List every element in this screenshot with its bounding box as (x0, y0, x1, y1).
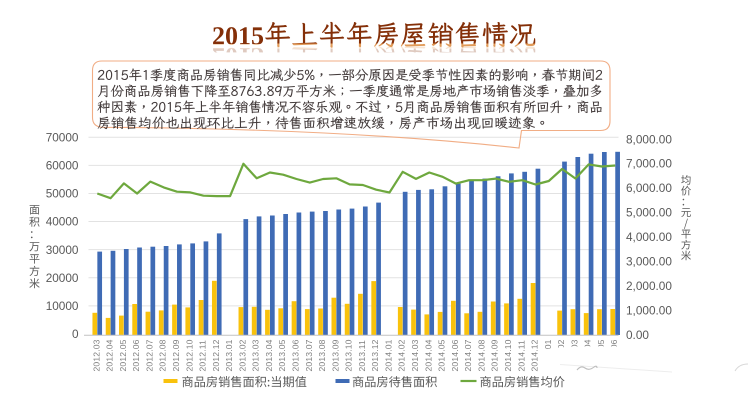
svg-text:2012.07: 2012.07 (144, 339, 154, 371)
svg-text:20000: 20000 (46, 271, 79, 285)
svg-text:2012.05: 2012.05 (118, 339, 128, 371)
svg-text:2014.06: 2014.06 (450, 339, 460, 371)
svg-text:2014.09: 2014.09 (490, 339, 500, 371)
svg-text:0: 0 (72, 327, 79, 341)
svg-text:2014.08: 2014.08 (476, 339, 486, 371)
svg-text:2014.05: 2014.05 (437, 339, 447, 371)
svg-text:1,000.00: 1,000.00 (626, 304, 672, 318)
svg-text:70000: 70000 (46, 130, 79, 144)
svg-text:30000: 30000 (46, 243, 79, 257)
svg-text:2012.09: 2012.09 (171, 339, 181, 371)
svg-text:2013.08: 2013.08 (317, 339, 327, 371)
svg-text:2013.06: 2013.06 (291, 339, 301, 371)
svg-text:2013.10: 2013.10 (344, 339, 354, 371)
svg-text:7,000.00: 7,000.00 (626, 157, 672, 171)
svg-text:2014.07: 2014.07 (463, 339, 473, 371)
svg-text:2014.12: 2014.12 (530, 339, 540, 371)
svg-text:2012.12: 2012.12 (211, 339, 221, 371)
svg-text:2013.02: 2013.02 (237, 339, 247, 371)
svg-text:6,000.00: 6,000.00 (626, 181, 672, 195)
svg-text:4,000.00: 4,000.00 (626, 230, 672, 244)
svg-text:2013.04: 2013.04 (264, 339, 274, 371)
svg-text:2013.09: 2013.09 (330, 339, 340, 371)
svg-text:10000: 10000 (46, 299, 79, 313)
svg-text:2012.04: 2012.04 (105, 339, 115, 371)
svg-text:2013.11: 2013.11 (357, 340, 367, 372)
svg-text:50000: 50000 (46, 187, 79, 201)
svg-text:2012.11: 2012.11 (198, 340, 208, 372)
svg-text:60000: 60000 (46, 158, 79, 172)
svg-text:2014.03: 2014.03 (410, 339, 420, 371)
svg-text:2014.10: 2014.10 (503, 339, 513, 371)
svg-text:2013.03: 2013.03 (251, 339, 261, 371)
svg-text:2014.04: 2014.04 (423, 339, 433, 371)
svg-text:2013.07: 2013.07 (304, 339, 314, 371)
svg-text:2014.11: 2014.11 (516, 340, 526, 372)
svg-text:8,000.00: 8,000.00 (626, 132, 672, 146)
svg-text:3,000.00: 3,000.00 (626, 255, 672, 269)
svg-text:2014.02: 2014.02 (397, 339, 407, 371)
svg-text:2013.12: 2013.12 (370, 339, 380, 371)
svg-text:2013.05: 2013.05 (277, 339, 287, 371)
svg-text:2012.10: 2012.10 (184, 339, 194, 371)
svg-text:2014.01: 2014.01 (384, 339, 394, 371)
svg-text:0.00: 0.00 (626, 328, 649, 342)
svg-text:2012.03: 2012.03 (91, 339, 101, 371)
svg-text:5,000.00: 5,000.00 (626, 206, 672, 220)
svg-text:2013.01: 2013.01 (224, 339, 234, 371)
svg-text:40000: 40000 (46, 215, 79, 229)
svg-text:2,000.00: 2,000.00 (626, 279, 672, 293)
svg-text:2012.06: 2012.06 (131, 339, 141, 371)
svg-text:2012.08: 2012.08 (158, 339, 168, 371)
